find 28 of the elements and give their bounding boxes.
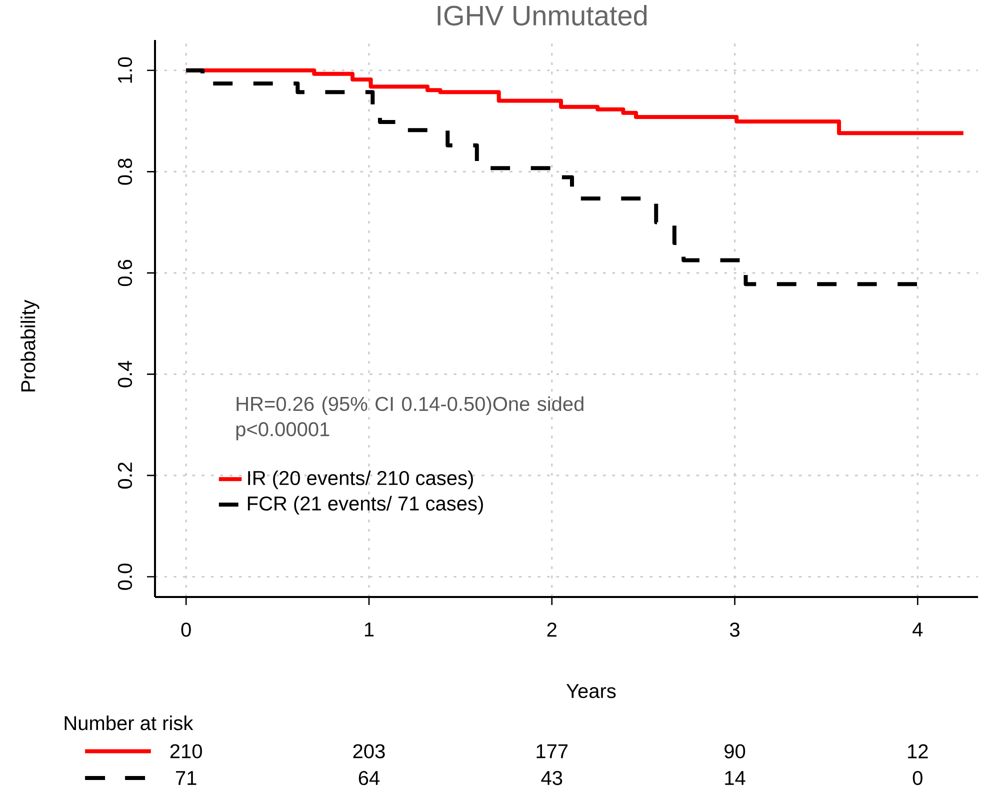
y-tick-label: 0.4	[118, 360, 132, 388]
y-tick-label: 0.8	[118, 158, 132, 185]
y-tick-label: 0.2	[118, 462, 132, 489]
text: 0	[912, 770, 922, 786]
text: 90	[724, 744, 746, 758]
x-axis-title: Years	[566, 684, 616, 698]
x-tick-label: 3	[730, 622, 740, 637]
text: 210	[170, 744, 202, 758]
x-tick-label: 4	[912, 622, 923, 636]
x-tick-label: 1	[364, 622, 374, 636]
y-tick-label: 0.0	[118, 564, 132, 590]
y-tick-label: 0.6	[118, 260, 132, 286]
text: Number at risk	[64, 716, 194, 730]
text: 12	[908, 744, 928, 758]
annotation: HR=0.26 (95% CI 0.14-0.50)One sided p<0.00001	[236, 396, 584, 440]
x-tick-label: 2	[547, 622, 556, 637]
legend-label: FCR (21 events/ 71 cases)	[248, 496, 483, 515]
y-axis-title: Probability	[20, 300, 40, 392]
x-tick-label: 0	[181, 622, 191, 637]
text: 14	[725, 771, 746, 785]
text: 203	[353, 744, 385, 758]
y-tick-label: 1.0	[118, 57, 132, 83]
text: 64	[358, 770, 380, 786]
text: 71	[176, 771, 196, 785]
text: 43	[541, 770, 562, 786]
legend-label: IR (20 events/ 210 cases)	[248, 470, 473, 490]
chart-title: IGHV Unmutated	[438, 5, 647, 26]
text: 177	[536, 744, 568, 758]
